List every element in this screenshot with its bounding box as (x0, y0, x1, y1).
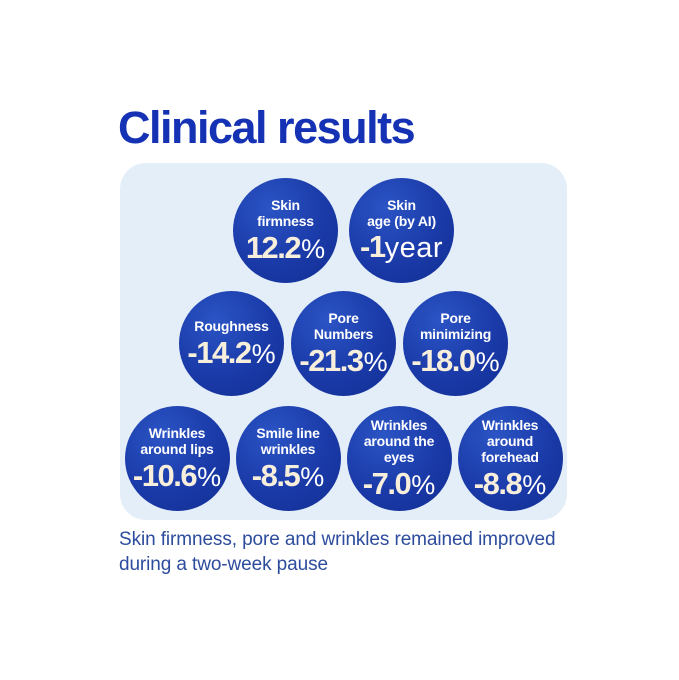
stat-number: -18.0 % (411, 345, 499, 376)
stat-value: -1 (360, 229, 386, 265)
stat-number: -10.6 % (133, 460, 221, 491)
stat-bubble-wrinkles-forehead: Wrinkles around forehead -8.8 % (457, 406, 563, 511)
stat-bubble-smile-line: Smile line wrinkles -8.5 % (235, 406, 341, 511)
stat-value: -8.8 (473, 465, 523, 501)
stat-bubble-skin-age: Skin age (by AI) -1 year (349, 178, 454, 283)
bubble-row-3: Wrinkles around lips -10.6 % Smile line … (124, 406, 563, 511)
stat-value: -7.0 (362, 465, 412, 501)
stat-label: Skin age (by AI) (367, 196, 436, 229)
results-panel: Skin firmness 12.2 % Skin age (by AI) -1… (120, 163, 567, 520)
stat-value: -18.0 (411, 342, 476, 378)
bubble-row-1: Skin firmness 12.2 % Skin age (by AI) -1… (233, 178, 454, 283)
stat-unit: % (522, 469, 547, 500)
stat-unit: % (251, 338, 276, 369)
stat-unit: year (384, 232, 443, 265)
stat-number: -8.8 % (474, 468, 546, 499)
stat-bubble-wrinkles-eyes: Wrinkles around the eyes -7.0 % (346, 406, 452, 511)
stat-bubble-pore-minimizing: Pore minimizing -18.0 % (403, 291, 508, 396)
stat-number: -1 year (360, 231, 443, 263)
stat-label: Wrinkles around forehead (481, 417, 539, 465)
stat-bubble-skin-firmness: Skin firmness 12.2 % (233, 178, 338, 283)
stat-value: -14.2 (187, 334, 252, 370)
stat-label: Pore minimizing (419, 310, 492, 342)
stat-label: Roughness (194, 318, 269, 335)
stat-value: -21.3 (299, 342, 364, 378)
stat-unit: % (475, 346, 500, 377)
stat-label: Smile line wrinkles (256, 425, 320, 457)
stat-number: -14.2 % (187, 337, 275, 368)
stat-value: -8.5 (251, 457, 301, 493)
stat-bubble-wrinkles-lips: Wrinkles around lips -10.6 % (124, 406, 230, 511)
stat-label: Wrinkles around lips (140, 425, 214, 457)
stat-bubble-roughness: Roughness -14.2 % (179, 291, 284, 396)
stat-number: -8.5 % (252, 460, 324, 491)
stat-value: 12.2 (245, 229, 302, 265)
stat-label: Wrinkles around the eyes (363, 417, 435, 465)
stat-unit: % (363, 346, 388, 377)
bubble-row-2: Roughness -14.2 % Pore Numbers -21.3 % P… (179, 291, 508, 396)
stat-unit: % (411, 469, 436, 500)
footer-note: Skin firmness, pore and wrinkles remaine… (119, 529, 556, 575)
stat-number: 12.2 % (246, 232, 325, 263)
stat-unit: % (197, 461, 222, 492)
page-title: Clinical results (118, 102, 416, 153)
stat-unit: % (301, 233, 326, 264)
stat-number: -7.0 % (363, 468, 435, 499)
stat-value: -10.6 (132, 457, 198, 493)
stat-bubble-pore-numbers: Pore Numbers -21.3 % (291, 291, 396, 396)
stat-unit: % (300, 461, 325, 492)
stat-label: Pore Numbers (313, 310, 374, 342)
stat-number: -21.3 % (299, 345, 387, 376)
stat-label: Skin firmness (257, 197, 314, 229)
